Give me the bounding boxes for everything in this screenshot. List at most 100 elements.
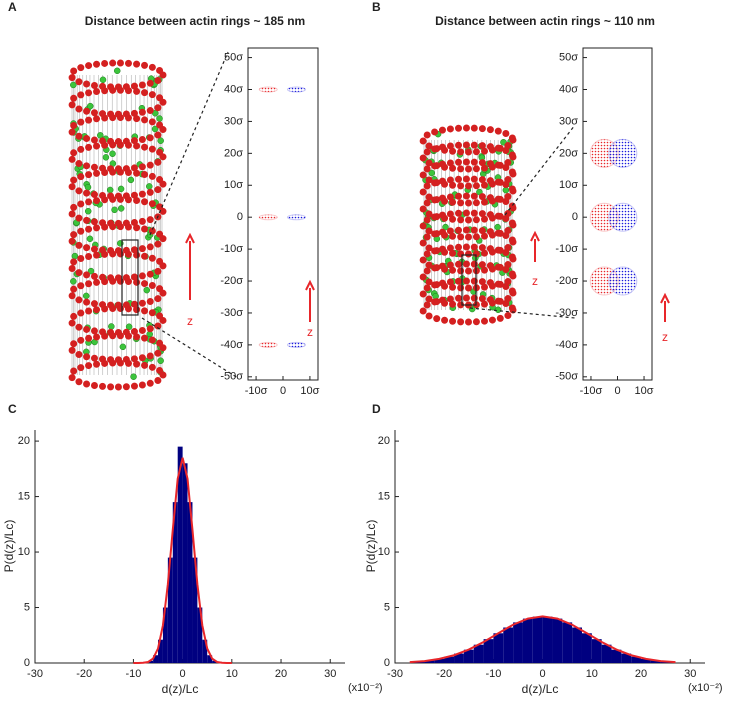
- actin-ring: [67, 223, 167, 255]
- x-tick-label: -10: [125, 668, 141, 680]
- y-tick-label: 30σ: [224, 115, 243, 127]
- histogram-bar: [434, 658, 445, 663]
- actin-ring: [419, 226, 517, 258]
- spectrin-bead: [97, 132, 104, 139]
- spectrin-bead: [84, 207, 92, 215]
- y-tick-label: 0: [384, 657, 390, 669]
- spectrin-bead: [86, 235, 94, 243]
- histogram-bar: [532, 616, 543, 663]
- spectrin-bead: [102, 154, 110, 161]
- x-tick-label: 0: [180, 668, 186, 680]
- y-axis-label: P(d(z)/Lc): [364, 520, 378, 573]
- panel-letter: D: [372, 402, 381, 416]
- histogram-bar: [158, 639, 163, 663]
- y-tick-label: 50σ: [224, 51, 243, 63]
- histogram-bar: [192, 557, 198, 663]
- x-tick-label: 30: [324, 668, 336, 680]
- histogram-bar: [650, 660, 661, 663]
- y-tick-label: -50σ: [220, 371, 243, 383]
- z-arrow-head: [185, 232, 195, 244]
- y-tick-label: -20σ: [220, 275, 243, 287]
- histogram-bar: [611, 649, 622, 663]
- y-tick-label: 5: [24, 601, 30, 613]
- actin-ring: [67, 304, 167, 336]
- actin-ring: [419, 243, 517, 275]
- x-tick-label: 0: [280, 385, 286, 397]
- histogram-bar: [444, 656, 455, 663]
- histogram-bar: [572, 627, 582, 663]
- panel-title: Distance between actin rings ~ 110 nm: [435, 14, 655, 28]
- x-tick-label: -20: [76, 668, 92, 680]
- point-cloud: [286, 214, 306, 221]
- x-tick-label: 10: [586, 668, 598, 680]
- actin-ring: [67, 250, 167, 282]
- point-cloud: [608, 266, 638, 296]
- actin-ring: [419, 260, 517, 292]
- x-tick-label: 10σ: [635, 385, 654, 397]
- histogram-bar: [513, 622, 523, 663]
- spectrin-bead: [106, 186, 114, 194]
- x-tick-label: -10: [485, 668, 501, 680]
- panel-letter: A: [8, 0, 17, 14]
- histogram-bar: [454, 653, 464, 663]
- y-tick-label: 10: [378, 546, 390, 558]
- histogram-bar: [463, 649, 474, 663]
- histogram-bar: [552, 618, 563, 663]
- point-cloud: [608, 202, 638, 232]
- histogram-bar: [483, 639, 494, 663]
- spectrin-bead: [84, 183, 92, 191]
- actin-ring: [419, 158, 517, 190]
- panel-letter: C: [8, 402, 17, 416]
- z-label: z: [307, 325, 313, 339]
- actin-ring: [67, 114, 167, 146]
- y-tick-label: 15: [18, 490, 30, 502]
- spectrin-bead: [109, 150, 116, 158]
- spectrin-bead: [127, 176, 135, 184]
- spectrin-bead: [117, 185, 125, 193]
- actin-ring: [419, 192, 517, 224]
- histogram-bar: [591, 639, 602, 663]
- x-tick-label: -30: [387, 668, 403, 680]
- panel-letter: B: [372, 0, 381, 14]
- histogram-bar: [153, 655, 159, 663]
- spectrin-bead: [125, 323, 133, 330]
- histogram-bar: [197, 607, 203, 663]
- zoom-connector: [141, 317, 239, 379]
- spectrin-bead: [151, 125, 159, 133]
- actin-ring: [419, 124, 517, 156]
- y-tick-label: 10σ: [559, 179, 578, 191]
- z-label: z: [532, 274, 538, 288]
- z-arrow-head: [305, 279, 315, 291]
- spectrin-bead: [428, 169, 436, 177]
- spectrin-bead: [113, 67, 121, 75]
- histogram-bar: [473, 644, 484, 663]
- zoom-box: [461, 254, 477, 306]
- spectrin-bead: [146, 183, 153, 190]
- spectrin-bead: [130, 373, 137, 380]
- histogram-bar: [202, 639, 208, 663]
- spectrin-bead: [71, 252, 79, 260]
- y-tick-label: 30σ: [559, 115, 578, 127]
- y-tick-label: 0: [24, 657, 30, 669]
- y-tick-label: -40σ: [555, 339, 578, 351]
- actin-ring: [67, 195, 167, 227]
- spectrin-bead: [494, 306, 502, 314]
- x-tick-label: -20: [436, 668, 452, 680]
- y-tick-label: 15: [378, 490, 390, 502]
- histogram-bar: [212, 660, 218, 663]
- histogram-bar: [621, 653, 632, 663]
- panel-title: Distance between actin rings ~ 185 nm: [85, 14, 305, 28]
- y-tick-label: 40σ: [224, 83, 243, 95]
- x-tick-label: 10σ: [300, 385, 319, 397]
- z-label: z: [187, 314, 193, 328]
- y-tick-label: 50σ: [559, 51, 578, 63]
- histogram-bar: [172, 502, 178, 663]
- x-tick-label: 20: [275, 668, 287, 680]
- histogram-bar: [187, 502, 193, 663]
- spectrin-bead: [99, 76, 107, 84]
- point-cloud: [286, 341, 306, 348]
- histogram-bar: [424, 660, 435, 663]
- histogram-bar: [581, 633, 592, 663]
- x-tick-label: -30: [27, 668, 43, 680]
